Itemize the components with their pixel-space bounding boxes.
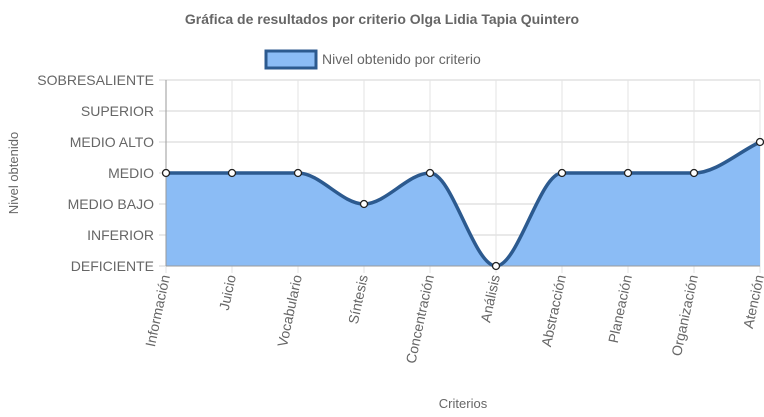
data-point[interactable] — [689, 168, 699, 178]
series-line-path — [164, 140, 762, 268]
data-point[interactable] — [293, 168, 303, 178]
y-tick-label: SOBRESALIENTE — [37, 72, 154, 88]
data-point[interactable] — [425, 168, 435, 178]
data-point[interactable] — [755, 137, 764, 147]
x-tick-label: Organización — [668, 273, 701, 357]
legend[interactable]: Nivel obtenido por criterio — [264, 49, 481, 70]
data-point[interactable] — [623, 168, 633, 178]
y-tick-label: MEDIO BAJO — [68, 196, 154, 212]
series-line — [164, 140, 762, 268]
y-axis-label: Nivel obtenido — [6, 132, 21, 214]
data-point[interactable] — [227, 168, 237, 178]
y-tick-label: SUPERIOR — [81, 103, 154, 119]
data-point[interactable] — [359, 199, 369, 209]
y-tick-label: DEFICIENTE — [71, 258, 154, 274]
x-tick-label: Síntesis — [345, 273, 371, 325]
x-tick-label: Vocabulario — [274, 273, 305, 348]
y-tick-labels: DEFICIENTE INFERIOR MEDIO BAJO MEDIO MEDIO A… — [37, 72, 154, 274]
x-tick-label: Abstracción — [538, 273, 569, 348]
x-tick-label: Concentración — [403, 273, 437, 365]
y-tick-label: INFERIOR — [87, 227, 154, 243]
x-axis-label: Criterios — [439, 396, 488, 411]
data-point[interactable] — [557, 168, 567, 178]
x-tick-label: Análisis — [477, 273, 503, 324]
x-tick-labels: Información Juicio Vocabulario Síntesis Conc… — [142, 273, 764, 365]
legend-label[interactable]: Nivel obtenido por criterio — [322, 51, 481, 67]
chart-title: Gráfica de resultados por criterio Olga … — [185, 11, 579, 27]
data-point[interactable] — [161, 168, 171, 178]
x-tick-label: Información — [142, 273, 173, 348]
x-tick-label: Atención — [740, 273, 764, 330]
data-points — [161, 137, 764, 271]
y-tick-label: MEDIO ALTO — [70, 134, 154, 150]
y-tick-label: MEDIO — [108, 165, 154, 181]
data-point[interactable] — [491, 261, 501, 271]
legend-swatch[interactable] — [264, 49, 318, 70]
x-tick-label: Juicio — [216, 273, 239, 312]
x-tick-label: Planeación — [605, 273, 635, 344]
